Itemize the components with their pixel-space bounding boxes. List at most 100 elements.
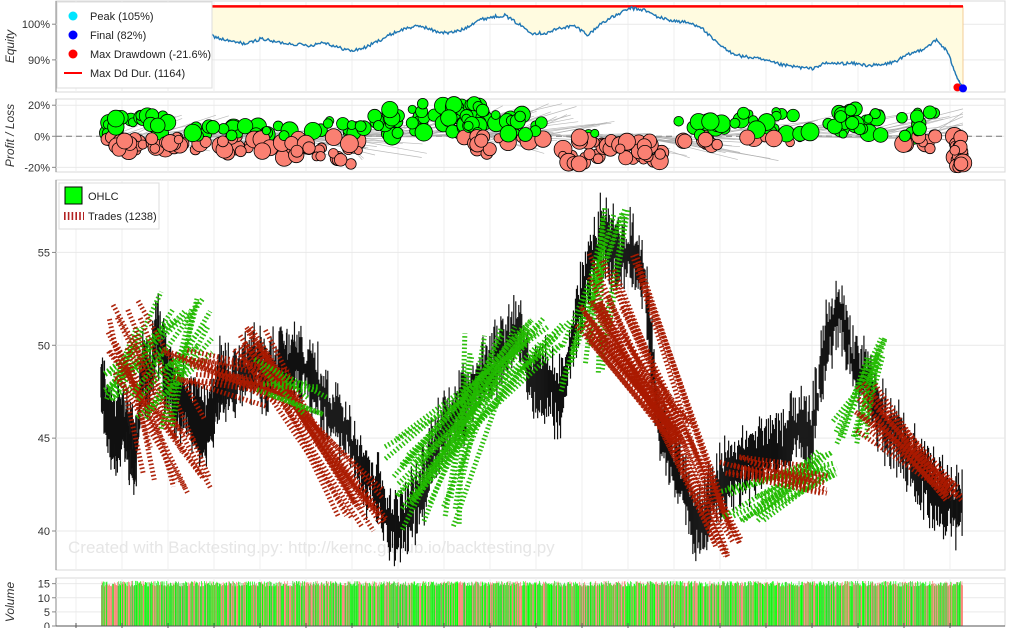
volume-bar xyxy=(266,585,268,626)
volume-bar xyxy=(397,584,399,626)
volume-bar xyxy=(637,582,639,626)
volume-bar xyxy=(400,583,402,626)
volume-bar xyxy=(958,582,960,626)
volume-bar xyxy=(742,583,743,626)
volume-bar xyxy=(616,582,617,626)
volume-bar xyxy=(336,583,338,626)
volume-bar xyxy=(380,582,382,626)
pnl-point xyxy=(482,142,497,157)
volume-bar xyxy=(408,582,409,626)
volume-bar xyxy=(852,582,854,626)
trade-loss xyxy=(619,306,744,541)
volume-bar xyxy=(344,583,345,626)
volume-bar xyxy=(753,581,755,626)
volume-bar xyxy=(277,586,279,626)
volume-bar xyxy=(242,585,244,626)
pnl-point xyxy=(518,127,533,142)
volume-bar xyxy=(281,585,283,626)
volume-bar xyxy=(514,584,516,626)
volume-bar xyxy=(192,582,194,626)
volume-bar xyxy=(255,585,257,626)
volume-bar xyxy=(300,582,301,626)
volume-bar xyxy=(791,585,793,626)
volume-bar xyxy=(105,584,106,626)
volume-bar xyxy=(758,582,760,626)
volume-bar xyxy=(385,585,387,626)
volume-bar xyxy=(494,583,496,626)
volume-bar xyxy=(389,581,390,626)
volume-bar xyxy=(337,584,338,626)
volume-bar xyxy=(566,583,568,626)
volume-bar xyxy=(264,583,266,626)
volume-bar xyxy=(203,585,205,626)
volume-bar xyxy=(891,584,893,626)
volume-bar xyxy=(192,582,193,626)
volume-bar xyxy=(436,585,438,626)
volume-bar xyxy=(311,585,313,626)
volume-bar xyxy=(618,581,620,626)
volume-bar xyxy=(649,581,651,626)
volume-bar xyxy=(891,585,892,626)
volume-bar xyxy=(548,583,549,626)
pnl-point xyxy=(463,120,474,131)
volume-bar xyxy=(248,582,250,626)
volume-bar xyxy=(881,584,883,626)
volume-bar xyxy=(641,584,643,626)
volume-bar xyxy=(325,585,326,626)
volume-bar xyxy=(348,582,350,626)
volume-bar xyxy=(352,584,354,626)
volume-bar xyxy=(602,584,604,626)
volume-bar xyxy=(433,584,435,626)
volume-bar xyxy=(658,584,659,626)
volume-bar xyxy=(229,583,231,626)
volume-bar xyxy=(330,583,332,626)
volume-bar xyxy=(642,586,643,626)
volume-bar xyxy=(841,581,843,626)
trade-win xyxy=(862,353,886,425)
volume-bar xyxy=(164,585,166,626)
volume-bar xyxy=(627,581,629,626)
volume-bar xyxy=(747,585,748,626)
volume-bar xyxy=(749,583,750,626)
volume-bar xyxy=(791,581,792,626)
volume-bar xyxy=(848,585,850,626)
volume-bar xyxy=(735,582,737,626)
volume-bar xyxy=(934,585,936,626)
volume-bar xyxy=(667,584,669,626)
volume-bar xyxy=(911,586,913,626)
volume-bar xyxy=(142,580,144,626)
volume-bar xyxy=(532,583,534,626)
volume-bar xyxy=(307,583,309,626)
volume-bar xyxy=(901,582,903,626)
volume-bar xyxy=(213,581,214,626)
volume-bar xyxy=(924,583,925,626)
volume-bar xyxy=(445,583,447,626)
volume-bar xyxy=(601,583,603,626)
volume-bar xyxy=(774,585,776,626)
pnl-point xyxy=(116,132,133,150)
volume-bar xyxy=(683,585,684,626)
volume-bar xyxy=(453,583,455,626)
legend-marker xyxy=(68,49,78,59)
volume-bar xyxy=(518,583,519,626)
volume-bar xyxy=(578,585,580,626)
volume-bar xyxy=(935,584,937,626)
volume-bar xyxy=(101,585,102,626)
volume-bar xyxy=(772,581,773,626)
volume-bar xyxy=(127,586,129,626)
volume-bar xyxy=(688,580,690,626)
volume-bar xyxy=(799,586,801,626)
trade-win xyxy=(400,333,505,531)
volume-bar xyxy=(810,582,812,626)
volume-bar xyxy=(869,584,870,626)
volume-bar xyxy=(136,580,138,626)
volume-bar xyxy=(353,583,355,626)
trade-win xyxy=(129,297,205,398)
volume-bar xyxy=(430,584,432,626)
volume-bar xyxy=(395,583,397,626)
volume-bar xyxy=(517,582,519,626)
volume-bar xyxy=(926,586,927,626)
pnl-y-tick-label: 20% xyxy=(28,100,50,112)
volume-bar xyxy=(121,581,123,626)
pnl-point xyxy=(697,131,714,148)
